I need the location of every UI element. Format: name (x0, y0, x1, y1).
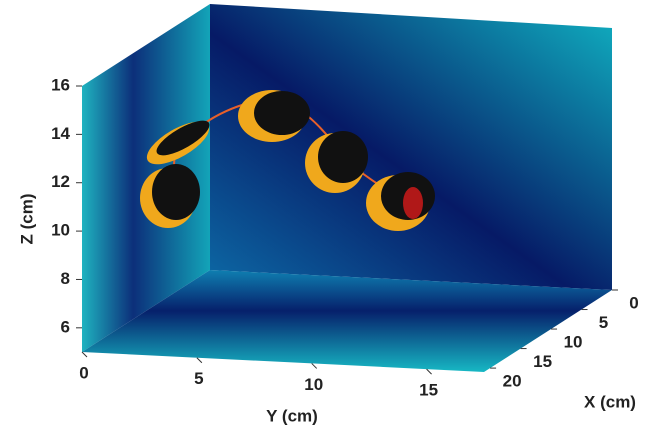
y-tick-label: 15 (419, 381, 438, 400)
y-tick (196, 357, 203, 364)
x-tick-label: 5 (599, 313, 608, 332)
left-wall (82, 4, 210, 352)
x-tick-label: 10 (564, 333, 583, 352)
y-tick (311, 363, 318, 369)
z-tick-label: 16 (51, 75, 70, 94)
y-tick (81, 351, 88, 358)
x-tick-label: 0 (629, 293, 638, 312)
y-axis-label: Y (cm) (266, 406, 318, 425)
x-tick-label: 20 (503, 372, 522, 391)
z-tick-label: 12 (51, 172, 70, 191)
y-tick-label: 0 (79, 363, 88, 382)
back-wall (210, 4, 612, 290)
z-tick-label: 8 (61, 269, 70, 288)
object (254, 91, 310, 135)
object (318, 131, 368, 183)
y-tick (426, 368, 432, 375)
y-tick-label: 5 (194, 369, 203, 388)
z-axis-label: Z (cm) (17, 194, 36, 245)
z-tick-label: 10 (51, 221, 70, 240)
walls (82, 4, 612, 372)
z-tick-label: 14 (51, 124, 70, 143)
object (156, 120, 210, 156)
x-axis-label: X (cm) (584, 392, 636, 411)
floor (82, 270, 612, 372)
y-tick-label: 10 (304, 375, 323, 394)
object-marker (403, 187, 423, 219)
object (152, 164, 200, 220)
x-tick-label: 15 (533, 352, 552, 371)
z-tick-label: 6 (61, 317, 70, 336)
objects (140, 90, 435, 231)
